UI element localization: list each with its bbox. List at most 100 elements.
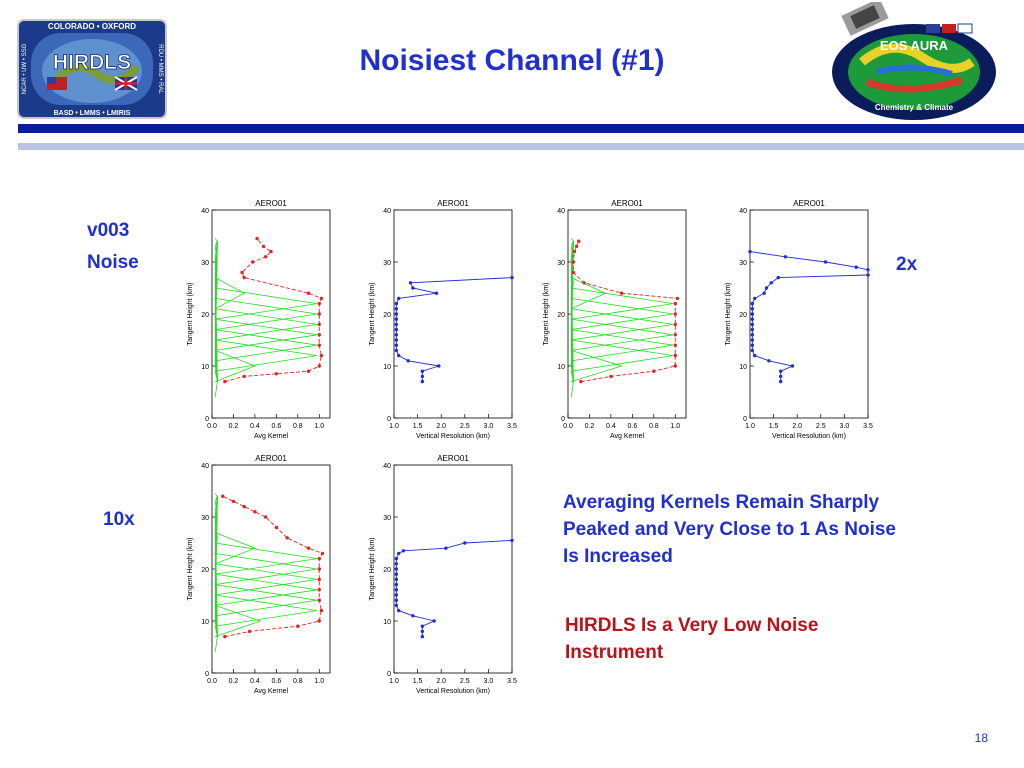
y-tick-label: 20 [383,567,391,574]
kernel-curve [570,238,574,382]
diagonal-point [296,624,300,628]
plot-2x-kernel: AERO01 0 10 20 30 40 0.0 0.2 0.4 0.6 0.8 1.0 Avg Ker… [543,199,687,440]
page-number: 18 [974,731,988,745]
plot-frame [393,209,513,419]
y-tick-label: 30 [383,260,391,267]
x-tick-label: 1.5 [769,423,779,430]
resolution-point [420,379,425,384]
resolution-point [394,598,399,602]
resolution-point [432,619,436,623]
resolution-point [397,551,401,556]
plot-title: AERO01 [437,199,469,208]
y-tick-label: 0 [205,671,209,678]
resolution-point [437,364,441,368]
x-tick-label: 3.0 [484,678,494,685]
diagonal-point [579,379,583,384]
diagonal-point [306,546,311,550]
y-tick-label: 0 [561,416,565,423]
resolution-point [769,281,773,285]
resolution-point [408,281,413,285]
y-tick-label: 0 [205,416,209,423]
resolution-point [510,275,514,280]
eos-aura-logo-text: EOS AURA [880,38,949,53]
diagonal-point [317,364,321,368]
diagonal-point [242,374,246,379]
resolution-point [750,348,755,353]
x-tick-label: 2.0 [436,678,446,685]
resolution-point [394,588,399,592]
diagonal-point [255,236,259,241]
y-tick-label: 40 [201,208,209,215]
x-tick-label: 2.0 [436,423,446,430]
diagonal-point [320,551,325,556]
resolution-point [401,549,406,553]
x-tick-label: 0.0 [563,423,573,430]
resolution-point [750,333,755,337]
resolution-point [394,322,399,327]
plot-frame [211,464,331,674]
diagonal-point [231,499,236,504]
label-10x: 10x [103,509,135,530]
eos-aura-logo-sub: Chemistry & Climate [875,103,954,112]
y-tick-label: 10 [201,619,209,626]
plot-frame [749,209,869,419]
resolution-point [463,541,467,545]
x-tick-label: 3.5 [863,423,873,430]
resolution-point [397,608,401,613]
diagonal-point [673,343,677,347]
resolution-point [790,364,795,368]
resolution-line [749,251,869,271]
plot-title: AERO01 [255,454,287,463]
x-tick-label: 2.5 [460,423,470,430]
resolution-point [420,374,425,379]
diagonal-line [224,238,323,383]
y-tick-label: 10 [739,364,747,371]
y-tick-label: 30 [201,260,209,267]
resolution-point [420,634,425,639]
x-tick-label: 1.5 [413,678,423,685]
x-tick-label: 0.6 [627,423,637,430]
plot-title: AERO01 [255,199,287,208]
y-tick-label: 0 [387,416,391,423]
plot-frame [211,209,331,419]
hirdls-logo-bottom: BASD • LMMS • LMIRIS [54,110,131,117]
resolution-point [420,629,425,634]
diagonal-point [652,369,656,373]
kernel-curve [570,241,623,383]
diagonal-point [572,249,577,254]
resolution-point [767,359,771,363]
x-axis-label: Vertical Resolution (km) [416,433,490,440]
x-tick-label: 2.5 [816,423,826,430]
plot-v003-resolution: AERO01 0 10 20 30 40 1.0 1.5 2.0 2.5 3.0 3.5 Vertica… [369,199,517,440]
resolution-point [394,327,399,332]
x-tick-label: 1.0 [314,678,324,685]
resolution-point [750,327,755,332]
y-tick-label: 40 [383,463,391,470]
diagonal-point [319,353,324,358]
hirdls-logo-right: RDU • MMS • RAL [157,44,163,94]
resolution-point [394,307,399,311]
x-tick-label: 0.8 [293,678,303,685]
resolution-point [750,301,755,306]
resolution-point [411,286,415,290]
resolution-point [764,286,769,290]
x-axis-label: Vertical Resolution (km) [416,688,490,695]
resolution-point [748,249,752,254]
diagonal-point [577,239,581,243]
resolution-point [750,317,755,321]
resolution-point [750,343,755,347]
diagonal-point [673,364,677,368]
x-tick-label: 3.5 [507,678,517,685]
kernel-curve [214,496,262,638]
diagonal-point [274,372,279,376]
y-axis-label: Tangent Height (km) [369,282,376,345]
x-tick-label: 3.5 [507,423,517,430]
y-tick-label: 40 [383,208,391,215]
diagonal-point [317,322,321,327]
resolution-point [394,556,399,561]
resolution-point [394,562,399,566]
y-tick-label: 10 [383,619,391,626]
resolution-point [854,265,858,269]
plot-2x-resolution: AERO01 0 10 20 30 40 1.0 1.5 2.0 2.5 3.0 3.5 Vertica… [725,199,873,440]
kernel-curve [214,496,257,637]
